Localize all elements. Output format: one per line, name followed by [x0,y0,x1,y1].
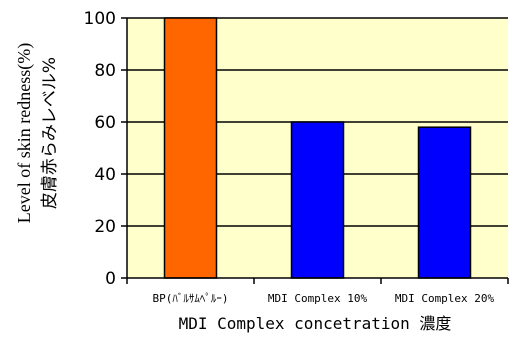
x-axis-label: MDI Complex concetration 濃度 [179,314,452,333]
bar [163,17,218,279]
axes [121,17,509,284]
y-axis-label-ja: 皮膚赤らみレベル% [40,57,60,209]
y-tick-label: 100 [84,9,116,29]
y-tick-label: 0 [105,269,116,289]
bar [417,126,472,279]
x-tick-label: MDI Complex 20% [395,292,495,305]
x-tick-label: BP(ﾊﾞﾙｻﾑﾍﾟﾙｰ) [153,292,229,305]
bars [163,17,472,279]
y-tick-label: 40 [94,165,116,185]
bar [290,121,345,279]
y-tick-label: 60 [94,113,116,133]
y-tick-labels: 0 20 40 60 80 100 [84,9,116,289]
y-tick-label: 80 [94,61,116,81]
y-tick-label: 20 [94,217,116,237]
x-tick-label: MDI Complex 10% [268,292,368,305]
x-tick-labels: BP(ﾊﾞﾙｻﾑﾍﾟﾙｰ) MDI Complex 10% MDI Complex … [153,292,495,305]
y-axis-label-en: Level of skin redness(%) [14,43,35,223]
